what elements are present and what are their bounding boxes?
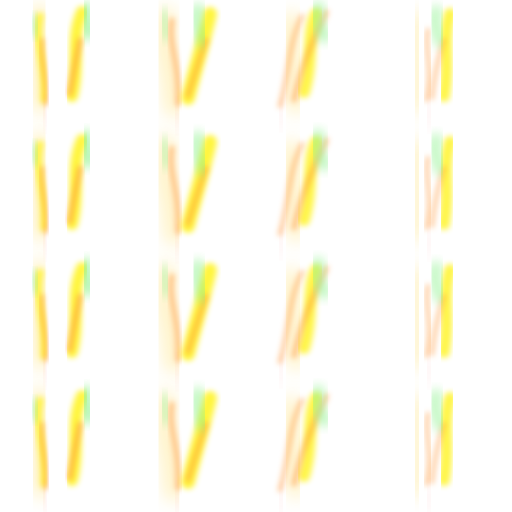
flame-stroke-5 bbox=[427, 261, 447, 303]
flame-sprite-icon-r4-c2 bbox=[154, 387, 217, 512]
flame-stroke-5 bbox=[309, 1, 331, 43]
flame-stroke-2 bbox=[168, 273, 181, 363]
flame-stroke-5 bbox=[427, 5, 447, 47]
flame-stroke-8 bbox=[40, 356, 50, 384]
flame-stroke-5 bbox=[309, 257, 331, 299]
flame-stroke-2 bbox=[424, 156, 432, 230]
flame-sprite-icon-r4-c3 bbox=[276, 385, 331, 512]
flame-stroke-3 bbox=[438, 8, 456, 102]
flame-sprite-icon-r3-c2 bbox=[154, 259, 217, 386]
flame-stroke-2 bbox=[278, 398, 304, 492]
flame-stroke-6 bbox=[424, 484, 434, 512]
flame-stroke-6 bbox=[424, 228, 434, 256]
flame-stroke-3 bbox=[39, 166, 49, 234]
flame-stroke-3 bbox=[438, 136, 456, 230]
flame-stroke-2 bbox=[168, 17, 181, 107]
flame-stroke-3 bbox=[438, 264, 456, 358]
flame-stroke-5 bbox=[67, 37, 83, 97]
flame-stroke-6 bbox=[158, 137, 172, 169]
flame-stroke-7 bbox=[29, 14, 41, 38]
flame-sprite-icon-r3-c3 bbox=[276, 257, 331, 384]
flame-sprite-icon-r1-c1 bbox=[27, 2, 95, 128]
flame-stroke-3 bbox=[438, 392, 456, 486]
flame-stroke-1 bbox=[408, 10, 426, 114]
flame-stroke-5 bbox=[427, 133, 447, 175]
flame-sprite-icon-r1-c3 bbox=[276, 1, 331, 128]
flame-stroke-5 bbox=[189, 131, 209, 175]
flame-stroke-6 bbox=[79, 258, 95, 296]
flame-stroke-3 bbox=[39, 422, 49, 490]
flame-stroke-8 bbox=[40, 100, 50, 128]
flame-stroke-6 bbox=[276, 230, 286, 256]
flame-stroke-2 bbox=[278, 142, 304, 236]
flame-sprite-icon-r1-c2 bbox=[154, 3, 217, 130]
flame-stroke-2 bbox=[168, 145, 181, 235]
flame-sprite-icon-r4-c4 bbox=[408, 389, 456, 512]
flame-stroke-3 bbox=[39, 38, 49, 106]
flame-sprite-icon-r4-c1 bbox=[27, 386, 95, 512]
flame-stroke-3 bbox=[39, 294, 49, 362]
flame-stroke-1 bbox=[408, 394, 426, 498]
flame-stroke-7 bbox=[29, 142, 41, 166]
flame-stroke-7 bbox=[172, 358, 182, 386]
flame-stroke-6 bbox=[79, 2, 95, 40]
flame-sprite-icon-r3-c4 bbox=[408, 261, 456, 384]
flame-stroke-6 bbox=[276, 358, 286, 384]
flame-stroke-5 bbox=[189, 387, 209, 431]
flame-sprite-icon-r2-c1 bbox=[27, 130, 95, 256]
flame-sprite-icon-r2-c4 bbox=[408, 133, 456, 256]
flame-sprite-icon-r2-c2 bbox=[154, 131, 217, 258]
flame-stroke-6 bbox=[79, 386, 95, 424]
flame-sprite-icon-r2-c3 bbox=[276, 129, 331, 256]
flame-stroke-5 bbox=[67, 165, 83, 225]
flame-stroke-6 bbox=[79, 130, 95, 168]
flame-stroke-5 bbox=[189, 3, 209, 47]
flame-stroke-6 bbox=[424, 356, 434, 384]
flame-stroke-7 bbox=[172, 230, 182, 258]
flame-stroke-6 bbox=[424, 100, 434, 128]
flame-stroke-5 bbox=[189, 259, 209, 303]
flame-stroke-6 bbox=[158, 393, 172, 425]
flame-stroke-2 bbox=[424, 284, 432, 358]
flame-stroke-7 bbox=[29, 270, 41, 294]
flame-sprite-icon-r1-c4 bbox=[408, 5, 456, 128]
flame-stroke-5 bbox=[67, 293, 83, 353]
flame-stroke-7 bbox=[29, 398, 41, 422]
flame-stroke-8 bbox=[40, 228, 50, 256]
flame-stroke-5 bbox=[427, 389, 447, 431]
flame-stroke-8 bbox=[40, 484, 50, 512]
flame-stroke-6 bbox=[276, 102, 286, 128]
flame-stroke-6 bbox=[158, 265, 172, 297]
flame-stroke-1 bbox=[408, 138, 426, 242]
flame-stroke-2 bbox=[168, 401, 181, 491]
flame-sprite-icon-r3-c1 bbox=[27, 258, 95, 384]
flame-stroke-5 bbox=[309, 129, 331, 171]
flame-stroke-5 bbox=[67, 421, 83, 481]
flame-stroke-2 bbox=[278, 270, 304, 364]
flame-stroke-2 bbox=[424, 28, 432, 102]
flame-stroke-7 bbox=[172, 486, 182, 512]
flame-stroke-2 bbox=[424, 412, 432, 486]
flame-stroke-1 bbox=[408, 266, 426, 370]
flame-stroke-6 bbox=[158, 9, 172, 41]
flame-stroke-5 bbox=[309, 385, 331, 427]
flame-stroke-6 bbox=[276, 486, 286, 512]
flame-stroke-2 bbox=[278, 14, 304, 108]
flame-stroke-7 bbox=[172, 102, 182, 130]
